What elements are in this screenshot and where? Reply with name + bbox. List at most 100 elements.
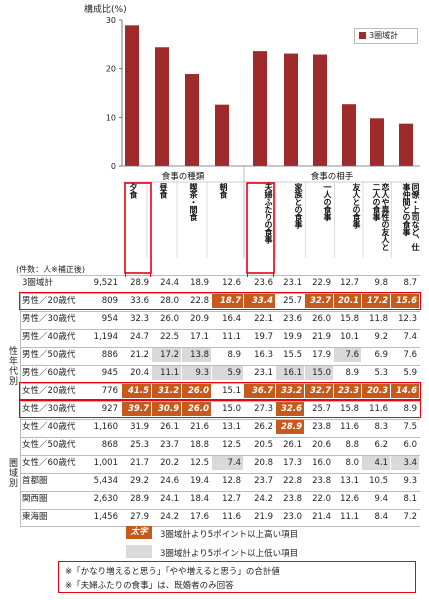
highlight-col-couple	[247, 273, 274, 277]
group-header-type: 食事の種類	[161, 172, 205, 182]
y-tick-label: 30	[106, 16, 116, 25]
table-cell: 8.9	[345, 368, 359, 378]
table-cell: 8.9	[227, 350, 241, 360]
table-cell: 20.2	[160, 458, 179, 468]
row-border	[20, 329, 420, 330]
row-label: 女性／60歳代	[22, 458, 76, 468]
table-cell: 20.4	[130, 368, 149, 378]
table-cell: 7.6	[403, 350, 417, 360]
table-cell: 26.0	[160, 314, 179, 324]
table-cell: 23.8	[312, 422, 331, 432]
table-cell: 33.6	[130, 296, 149, 306]
row-border	[20, 419, 420, 420]
highlight-row	[19, 382, 421, 400]
table-cell: 7.2	[403, 512, 417, 522]
side-frame-gender-age	[2, 293, 21, 473]
table-cell: 26.0	[312, 314, 331, 324]
table-cell: 36.7	[244, 384, 275, 398]
table-cell: 17.9	[312, 350, 331, 360]
notes-box: ※「かなり増えると思う」「やや増えると思う」の合計値 ※「夫婦ふたりの食事」は、…	[58, 561, 416, 593]
table-cell: 19.9	[283, 332, 302, 342]
table-cell: 27.3	[254, 404, 273, 414]
table-cell: 6.9	[374, 350, 388, 360]
table-cell: 23.1	[283, 278, 302, 288]
y-tick-label: 10	[106, 113, 116, 122]
highlight-box-dinner	[124, 182, 152, 274]
table-cell: 6.0	[403, 440, 417, 450]
bold-sample: 太字	[126, 526, 152, 539]
row-label: 東海圏	[22, 512, 48, 522]
bar	[185, 74, 199, 166]
table-cell: 13.8	[182, 348, 211, 362]
table-cell: 7.6	[334, 348, 361, 362]
row-count: 5,434	[93, 476, 118, 486]
table-cell: 19.4	[190, 476, 209, 486]
table-cell: 24.6	[160, 476, 179, 486]
table-cell: 22.9	[312, 278, 331, 288]
bar	[215, 104, 229, 166]
category-header: 家族との食事	[294, 183, 303, 228]
table-cell: 25.7	[283, 296, 302, 306]
row-count: 1,194	[93, 332, 118, 342]
table-cell: 32.7	[305, 384, 333, 398]
table-cell: 23.7	[254, 476, 273, 486]
table-cell: 21.9	[312, 332, 331, 342]
table-cell: 12.5	[190, 458, 209, 468]
table-cell: 8.0	[345, 458, 359, 468]
row-count: 1,001	[93, 458, 118, 468]
side-label-area: 圏域別	[7, 458, 17, 488]
category-header: 夕食	[129, 183, 138, 198]
table-cell: 18.8	[190, 440, 209, 450]
table-cell: 24.2	[254, 494, 273, 504]
table-cell: 11.1	[152, 366, 181, 380]
table-cell: 26.0	[182, 402, 211, 416]
table-cell: 9.8	[374, 278, 388, 288]
table-cell: 25.7	[312, 404, 331, 414]
table-cell: 15.8	[340, 404, 359, 414]
table-cell: 30.9	[152, 402, 181, 416]
table-cell: 21.2	[130, 350, 149, 360]
bar	[253, 51, 267, 166]
row-border	[20, 437, 420, 438]
table-cell: 20.1	[334, 294, 361, 308]
table-cell: 41.5	[122, 384, 151, 398]
category-header: 恋人や異性の友人と二人の食事	[372, 183, 390, 251]
note-2: ※「夫婦ふたりの食事」は、既婚者のみ回答	[65, 581, 234, 591]
row-label: 関西圏	[22, 494, 48, 504]
table-cell: 22.8	[190, 296, 209, 306]
side-label-gender-age: 性年代別	[7, 346, 17, 386]
table-cell: 22.5	[160, 332, 179, 342]
row-label: 男性／40歳代	[22, 332, 76, 342]
row-label: 女性／50歳代	[22, 440, 76, 450]
table-cell: 21.4	[312, 512, 331, 522]
table-cell: 21.7	[130, 458, 149, 468]
table-cell: 8.3	[374, 422, 388, 432]
table-cell: 10.5	[369, 476, 388, 486]
row-count: 954	[101, 314, 118, 324]
row-border	[20, 491, 420, 492]
row-count: 945	[101, 368, 118, 378]
table-cell: 18.7	[212, 294, 243, 308]
row-count: 886	[101, 350, 118, 360]
table-cell: 16.3	[254, 350, 273, 360]
table-cell: 23.8	[283, 494, 302, 504]
row-border	[20, 526, 420, 527]
table-cell: 31.2	[152, 384, 181, 398]
table-cell: 14.6	[391, 384, 419, 398]
table-cell: 9.2	[374, 332, 388, 342]
table-cell: 27.9	[130, 512, 149, 522]
table-cell: 24.2	[160, 512, 179, 522]
table-cell: 17.2	[152, 348, 181, 362]
side-frame-area	[2, 473, 21, 526]
y-axis-title: 構成比(%)	[84, 5, 127, 15]
row-label: 男性／60歳代	[22, 368, 76, 378]
row-border	[20, 365, 420, 366]
row-border	[20, 275, 420, 276]
bar	[313, 54, 327, 167]
legend-label: 3圏域計	[369, 31, 399, 40]
row-label: 女性／20歳代	[22, 386, 76, 396]
bar	[399, 123, 413, 166]
table-cell: 17.2	[362, 294, 390, 308]
y-tick-label: 0	[111, 162, 116, 171]
highlight-box-couple	[246, 182, 275, 274]
